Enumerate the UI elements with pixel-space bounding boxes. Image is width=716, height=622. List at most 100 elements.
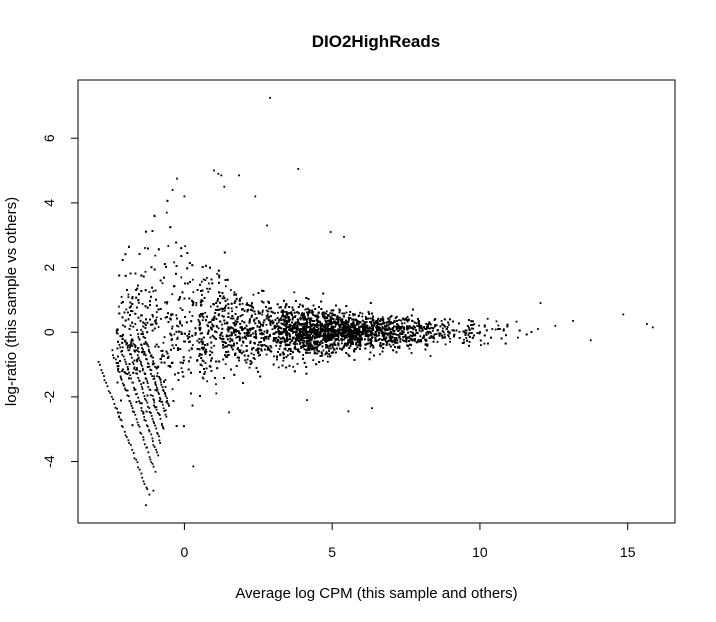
data-point [145,324,147,326]
data-point [249,335,252,337]
data-point [369,317,372,320]
data-point [179,307,182,310]
data-point [156,412,159,414]
data-point [313,333,316,336]
data-point [349,336,352,338]
data-point [140,383,142,386]
data-point [321,313,324,316]
data-point [305,297,308,299]
data-point [162,427,165,430]
data-point [152,420,155,423]
data-point [143,395,146,398]
data-point [382,322,385,325]
data-point [149,389,152,391]
data-point [143,419,146,421]
data-point [407,325,410,328]
data-point [171,327,173,330]
data-point [183,340,185,343]
data-point [294,343,297,346]
data-point [278,326,280,329]
data-point [269,334,271,336]
data-point [132,410,134,413]
data-point [144,247,146,249]
data-point [156,432,158,434]
data-point [341,342,343,345]
data-point [127,293,130,296]
data-point [140,344,143,347]
data-point [379,353,381,356]
data-point [161,423,163,425]
data-point [326,314,329,316]
data-point [468,326,470,329]
data-point [176,336,179,339]
data-point [392,343,395,346]
data-point [121,346,124,349]
data-point [494,328,497,331]
data-point [211,282,214,285]
data-point [232,344,235,347]
data-point [248,331,251,334]
data-point [159,442,161,444]
data-point [369,331,372,334]
data-point [139,431,142,434]
data-point [425,323,427,325]
data-point [442,324,445,326]
data-point [283,310,286,313]
data-point [145,486,148,489]
data-point [153,399,155,402]
data-point [154,381,157,383]
data-point [120,377,122,379]
data-point [318,324,321,327]
data-point [352,314,355,317]
data-point [265,309,268,312]
data-point [136,367,138,369]
data-point [116,365,119,368]
data-point [354,348,357,350]
data-point [148,291,151,293]
data-point [191,344,194,346]
data-point [147,345,150,348]
data-point [458,331,461,333]
data-point [286,349,289,352]
data-point [266,313,269,316]
data-point [164,409,167,412]
data-point [157,454,160,457]
data-point [390,328,393,331]
data-point [147,362,150,365]
data-point [153,446,156,448]
data-point [200,364,203,367]
data-point [164,392,166,394]
data-point [126,346,129,348]
data-point [291,339,293,342]
data-point [123,430,126,433]
data-point [160,381,162,384]
data-point [171,388,174,391]
data-point [231,310,233,313]
data-point [129,444,132,446]
data-point [272,340,275,342]
data-point [377,328,380,331]
data-point [246,302,249,304]
data-point [269,349,271,352]
data-point [150,373,152,375]
data-point [308,349,311,351]
data-point [372,344,374,347]
data-point [144,337,147,339]
data-point [141,385,143,388]
data-point [408,325,411,327]
data-point [322,313,325,316]
data-point [221,310,224,313]
data-point [191,315,194,317]
data-point [309,351,311,354]
data-point [300,324,303,327]
data-point [322,359,324,362]
chart-title: DIO2HighReads [312,32,440,51]
data-point [257,354,260,357]
data-point [350,343,352,345]
data-point [230,368,232,371]
data-point [151,395,154,397]
data-point [268,348,271,351]
data-point [322,349,325,352]
data-point [296,339,299,341]
data-point [145,399,148,402]
